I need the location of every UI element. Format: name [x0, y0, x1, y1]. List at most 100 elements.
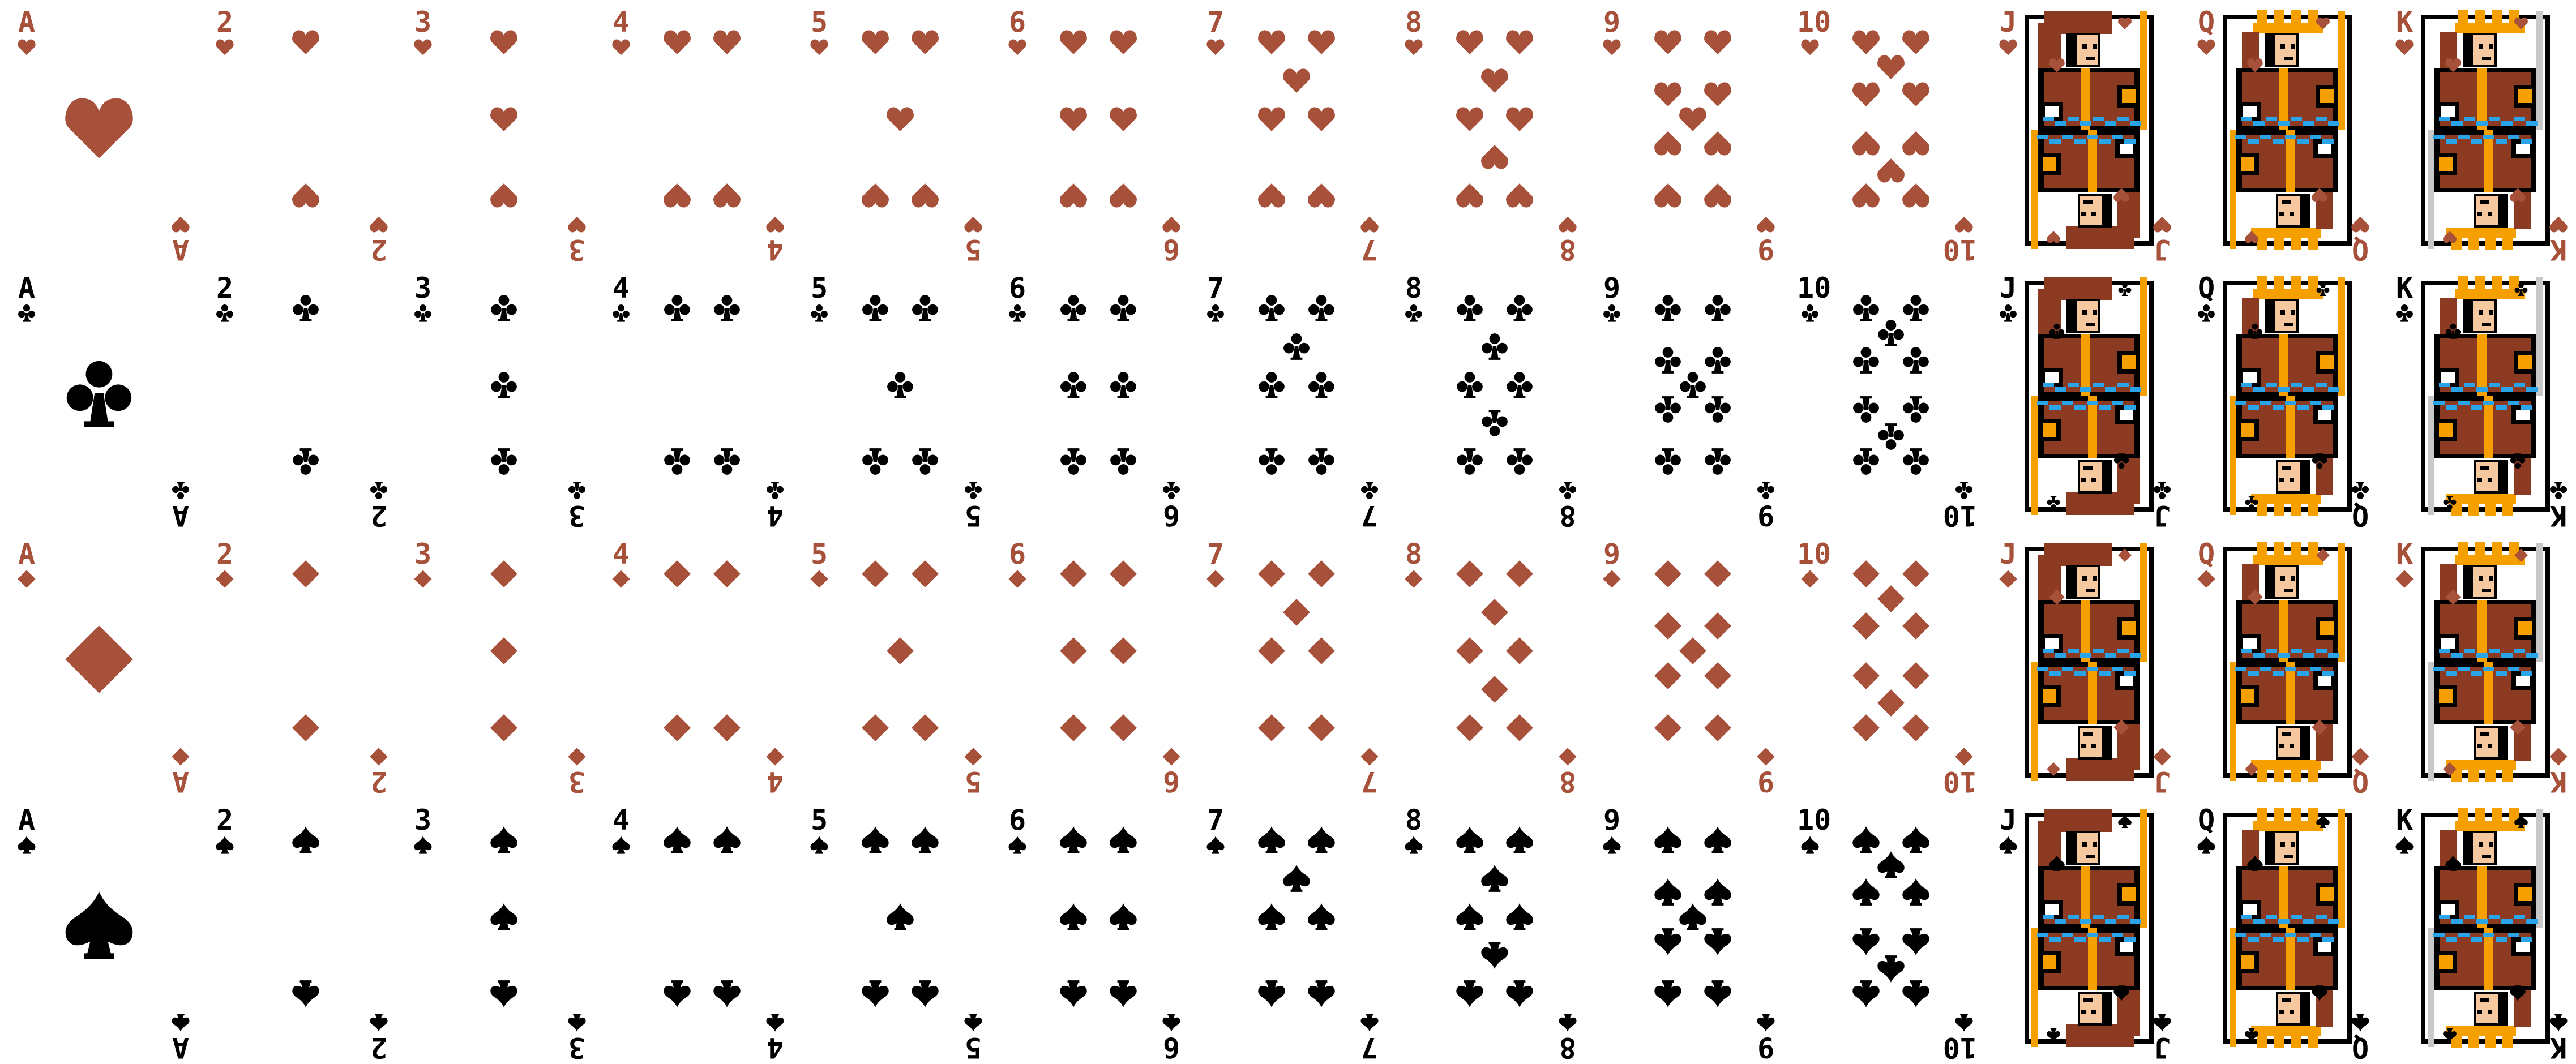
spade-icon — [1797, 835, 1823, 855]
diamond-icon — [608, 569, 634, 589]
diamond-icon — [366, 747, 392, 766]
card-index-bottom: A — [168, 747, 194, 798]
card-10-of-clubs[interactable]: 10 10 — [1783, 266, 1982, 532]
spade-icon — [861, 825, 890, 855]
spade-icon — [62, 889, 136, 962]
card-10-of-spades[interactable]: 10 10 — [1783, 798, 1982, 1064]
spade-icon — [2391, 835, 2417, 855]
spade-icon — [1203, 835, 1229, 855]
card-index-top: Q — [2193, 805, 2219, 855]
card-index-bottom: 2 — [366, 747, 392, 798]
card-index-bottom: 3 — [564, 215, 590, 266]
card-index-top: 9 — [1599, 805, 1625, 855]
spade-icon — [1653, 927, 1683, 956]
diamond-icon — [1505, 559, 1534, 589]
spade-icon — [1653, 877, 1683, 907]
diamond-icon — [1653, 713, 1683, 743]
heart-icon — [1851, 181, 1881, 211]
card-index-bottom: 4 — [762, 1013, 788, 1064]
club-icon — [1753, 481, 1779, 500]
card-10-of-hearts[interactable]: 10 10 — [1783, 0, 1982, 266]
card-index-top: 9 — [1599, 7, 1625, 57]
heart-icon — [1004, 37, 1030, 57]
card-index-bottom: 9 — [1753, 481, 1779, 532]
rank-label: J — [2153, 233, 2171, 266]
spade-icon — [608, 835, 634, 855]
rank-label: 3 — [568, 765, 586, 798]
spade-icon — [2193, 835, 2219, 855]
rank-label: 3 — [414, 272, 432, 304]
club-icon — [1505, 447, 1534, 477]
rank-label: 5 — [810, 6, 828, 38]
diamond-icon — [1901, 611, 1931, 641]
card-index-bottom: 5 — [960, 215, 986, 266]
club-icon — [1851, 447, 1881, 477]
club-icon — [168, 481, 194, 500]
diamond-icon — [1059, 713, 1088, 743]
card-10-of-diamonds[interactable]: 10 10 — [1783, 532, 1982, 798]
rank-label: K — [2395, 538, 2414, 570]
rank-label: Q — [2351, 499, 2369, 532]
rank-label: A — [18, 538, 36, 570]
rank-label: 8 — [1405, 538, 1423, 570]
rank-label: K — [2549, 765, 2568, 798]
diamond-icon — [1059, 559, 1088, 589]
card-index-bottom: 4 — [762, 481, 788, 532]
rank-label: Q — [2351, 233, 2369, 266]
diamond-icon — [1505, 636, 1534, 666]
club-icon — [762, 481, 788, 500]
card-index-top: 4 — [608, 273, 634, 323]
club-icon — [1455, 447, 1484, 477]
spade-icon — [1257, 825, 1286, 855]
diamond-icon — [1851, 559, 1881, 589]
